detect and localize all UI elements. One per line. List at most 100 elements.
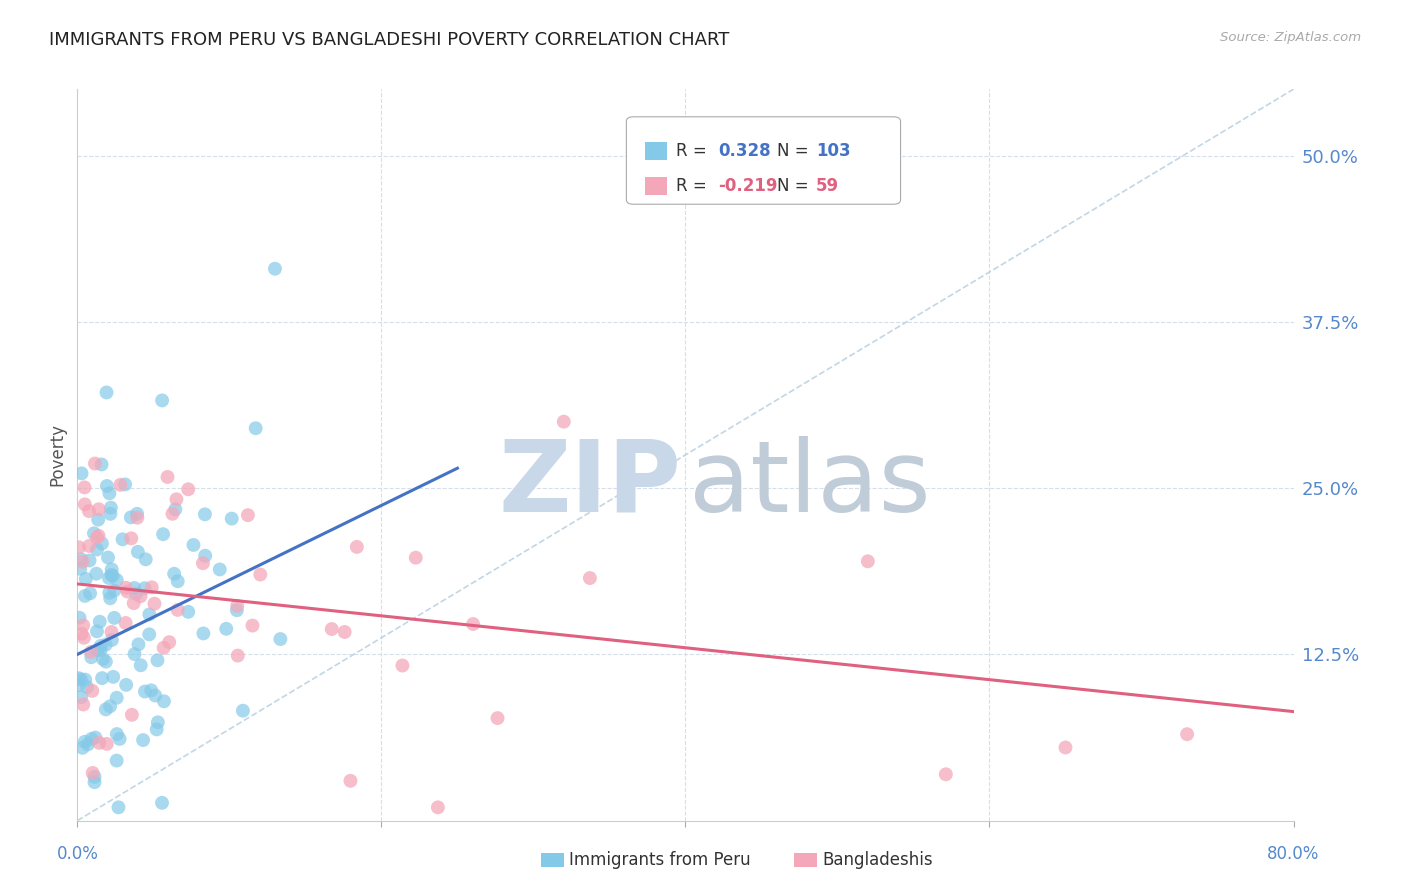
Point	[98, 486, 121, 500]
Point	[80, 650, 103, 665]
Point	[103, 611, 125, 625]
Point	[120, 510, 142, 524]
Point	[138, 627, 160, 641]
Point	[122, 596, 145, 610]
Point	[105, 690, 128, 705]
Point	[146, 653, 169, 667]
Point	[856, 554, 879, 568]
Point	[166, 603, 188, 617]
Point	[101, 633, 124, 648]
Point	[129, 658, 152, 673]
Point	[70, 627, 93, 641]
Point	[67, 541, 90, 555]
Text: -0.219: -0.219	[718, 177, 778, 194]
Point	[193, 626, 215, 640]
Point	[245, 421, 267, 435]
Point	[100, 500, 122, 515]
Point	[70, 673, 93, 687]
Point	[80, 731, 103, 746]
Point	[135, 552, 157, 566]
Point	[96, 479, 118, 493]
Point	[321, 622, 343, 636]
Point	[87, 529, 110, 543]
Point	[236, 508, 259, 523]
Text: 0.328: 0.328	[718, 142, 770, 160]
Point	[91, 671, 114, 685]
Point	[191, 556, 214, 570]
Point	[132, 733, 155, 747]
Point	[152, 527, 174, 541]
Point	[70, 467, 93, 481]
Point	[107, 800, 129, 814]
Point	[100, 568, 122, 582]
Point	[177, 483, 200, 497]
Text: ZIP: ZIP	[499, 435, 682, 533]
Point	[269, 632, 291, 646]
Y-axis label: Poverty: Poverty	[48, 424, 66, 486]
Point	[150, 796, 173, 810]
Point	[129, 589, 152, 603]
Point	[97, 550, 120, 565]
Point	[127, 510, 149, 524]
Point	[105, 754, 128, 768]
Point	[150, 393, 173, 408]
Point	[183, 538, 205, 552]
Point	[108, 731, 131, 746]
Point	[935, 767, 957, 781]
Text: R =: R =	[676, 177, 711, 194]
Point	[111, 533, 134, 547]
Point	[90, 639, 112, 653]
Point	[120, 532, 142, 546]
Point	[579, 571, 602, 585]
Point	[103, 670, 125, 684]
Point	[165, 502, 187, 516]
Point	[194, 549, 217, 563]
Point	[162, 507, 184, 521]
Text: 0.0%: 0.0%	[56, 845, 98, 863]
Point	[82, 766, 104, 780]
Point	[221, 511, 243, 525]
Point	[94, 638, 117, 652]
Point	[86, 531, 108, 545]
Point	[98, 586, 121, 600]
Point	[89, 643, 111, 657]
Point	[76, 680, 98, 694]
Point	[426, 800, 449, 814]
Point	[70, 552, 93, 566]
Point	[98, 591, 121, 606]
Text: Bangladeshis: Bangladeshis	[823, 851, 934, 869]
Point	[264, 261, 287, 276]
Point	[90, 458, 112, 472]
Point	[346, 540, 368, 554]
Point	[215, 622, 238, 636]
Point	[156, 470, 179, 484]
Point	[70, 690, 93, 705]
Point	[77, 504, 100, 518]
Point	[124, 581, 146, 595]
Point	[100, 507, 122, 521]
Point	[145, 723, 167, 737]
Point	[94, 702, 117, 716]
Point	[84, 731, 107, 745]
Point	[143, 597, 166, 611]
Text: 59: 59	[815, 177, 839, 194]
Text: Source: ZipAtlas.com: Source: ZipAtlas.com	[1220, 31, 1361, 45]
Point	[72, 698, 94, 712]
Point	[339, 773, 361, 788]
Text: N =: N =	[776, 142, 814, 160]
Point	[67, 678, 90, 692]
Point	[242, 618, 264, 632]
Point	[84, 457, 107, 471]
Point	[194, 508, 217, 522]
Point	[96, 385, 118, 400]
Point	[226, 599, 249, 613]
Point	[75, 572, 97, 586]
Point	[83, 775, 105, 789]
Point	[232, 704, 254, 718]
Point	[177, 605, 200, 619]
Point	[143, 689, 166, 703]
Point	[463, 617, 485, 632]
Point	[115, 581, 138, 595]
Point	[97, 571, 120, 585]
Point	[98, 699, 121, 714]
